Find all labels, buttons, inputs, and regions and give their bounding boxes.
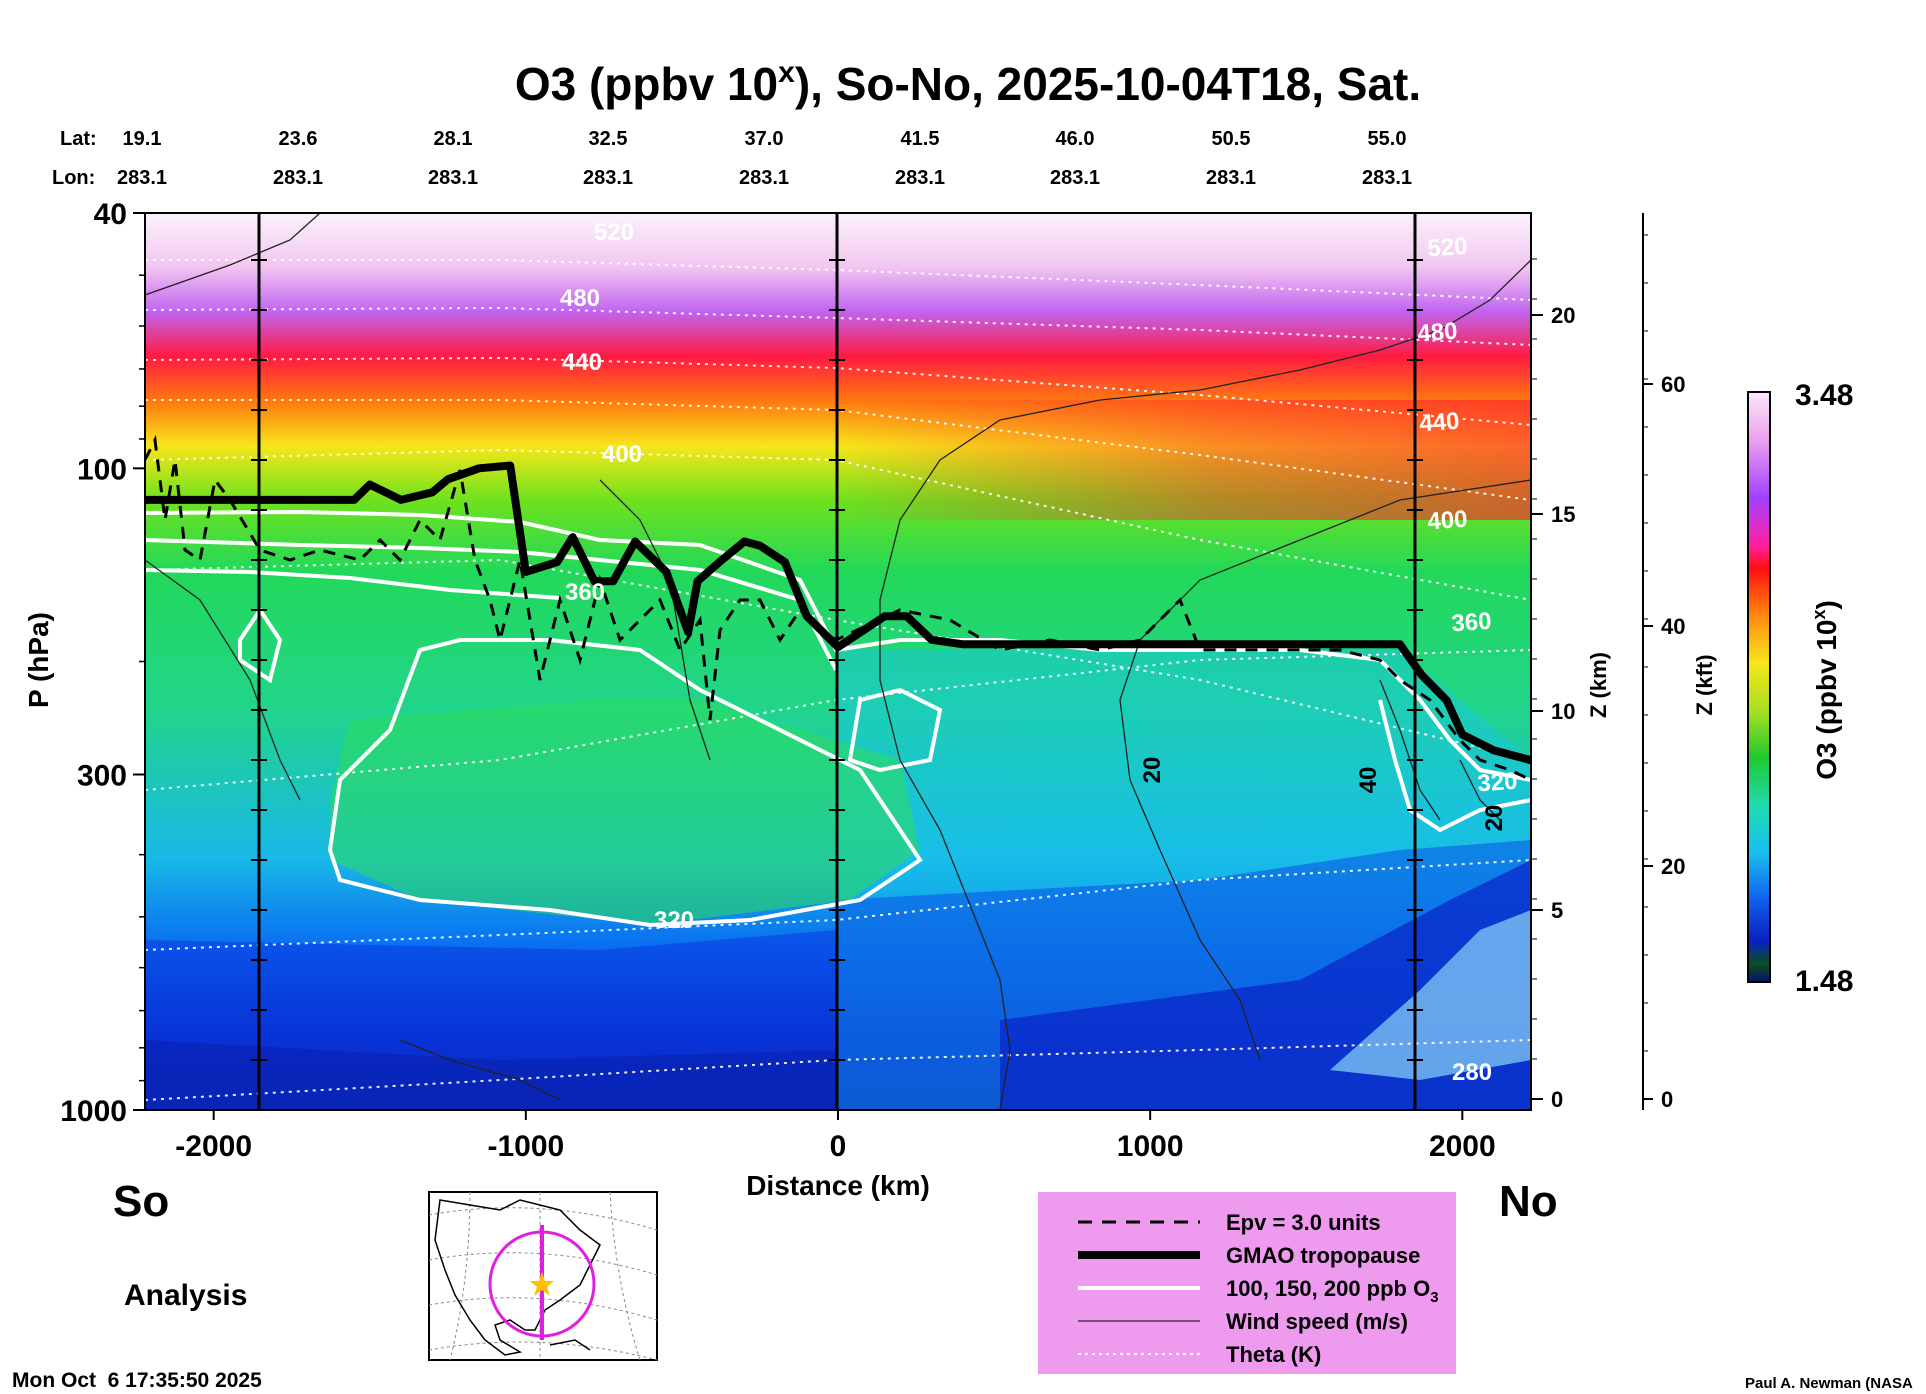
lat-value: 50.5 — [1212, 128, 1251, 150]
colorbar-max: 3.48 — [1795, 379, 1853, 412]
z-km-tick-label: 10 — [1551, 699, 1575, 724]
z-kft-tick-label: 20 — [1661, 854, 1685, 879]
inset-map — [428, 1191, 658, 1361]
x-tick-label: -2000 — [175, 1130, 252, 1163]
theta-label: 440 — [562, 349, 602, 376]
legend-item-wind: Wind speed (m/s) — [1226, 1309, 1408, 1334]
south-label: So — [113, 1177, 169, 1226]
lat-value: 23.6 — [279, 128, 318, 150]
lat-value: 41.5 — [901, 128, 940, 150]
theta-label: 400 — [602, 441, 642, 468]
lat-value: 55.0 — [1368, 128, 1407, 150]
lat-value: 28.1 — [434, 128, 473, 150]
lon-value: 283.1 — [583, 167, 633, 189]
footer-timestamp: Mon Oct 6 17:35:50 2025 — [12, 1369, 262, 1392]
theta-label: 320 — [654, 907, 694, 934]
north-label: No — [1499, 1177, 1558, 1226]
chart-title: O3 (ppbv 10x), So-No, 2025-10-04T18, Sat… — [515, 56, 1421, 110]
legend-item-tropopause: GMAO tropopause — [1226, 1243, 1420, 1268]
lon-value: 283.1 — [117, 167, 167, 189]
x-tick-label: 0 — [830, 1130, 847, 1163]
lon-value: 283.1 — [739, 167, 789, 189]
ozone-field — [145, 213, 1531, 1110]
contour-labels: 520 480 440 400 360 320 280 520 480 440 400 360 320 2… — [560, 219, 1518, 1086]
theta-label: 320 — [1477, 768, 1519, 798]
theta-label: 440 — [1419, 408, 1461, 438]
z-kft-tick-label: 0 — [1661, 1087, 1673, 1112]
lat-value: 19.1 — [123, 128, 162, 150]
y-tick-label: 100 — [77, 453, 127, 486]
x-tick-label: 1000 — [1117, 1130, 1184, 1163]
star-icon — [530, 1272, 554, 1296]
x-axis-title: Distance (km) — [746, 1170, 930, 1201]
z-kft-axis-title: Z (kft) — [1692, 654, 1717, 715]
z-kft-tick-label: 60 — [1661, 372, 1685, 397]
x-tick-label: -1000 — [487, 1130, 564, 1163]
theta-label: 520 — [594, 219, 634, 246]
z-km-tick-label: 0 — [1551, 1087, 1563, 1112]
theta-label: 280 — [1452, 1059, 1492, 1086]
lat-value: 37.0 — [745, 128, 784, 150]
y-tick-label: 40 — [94, 198, 127, 231]
lat-header-label: Lat: — [60, 128, 97, 150]
y-axis-title: P (hPa) — [23, 612, 54, 708]
y-tick-label: 1000 — [60, 1095, 127, 1128]
colorbar — [1747, 391, 1771, 983]
footer-credit: Paul A. Newman (NASA — [1745, 1375, 1913, 1392]
lon-value: 283.1 — [273, 167, 323, 189]
lon-value: 283.1 — [1206, 167, 1256, 189]
legend-item-epv: Epv = 3.0 units — [1226, 1210, 1381, 1235]
lat-value: 32.5 — [589, 128, 628, 150]
wind-label: 20 — [1481, 805, 1508, 832]
z-km-tick-label: 15 — [1551, 502, 1575, 527]
colorbar-min: 1.48 — [1795, 965, 1853, 998]
lat-value: 46.0 — [1056, 128, 1095, 150]
section-line-ticks — [251, 259, 1423, 1061]
north-america-outline — [434, 1199, 601, 1356]
analysis-label: Analysis — [124, 1279, 247, 1312]
theta-label: 520 — [1427, 233, 1469, 263]
lon-value: 283.1 — [895, 167, 945, 189]
y-tick-label: 300 — [77, 759, 127, 792]
z-km-tick-label: 20 — [1551, 303, 1575, 328]
colorbar-label: O3 (ppbv 10x) — [1809, 600, 1842, 780]
theta-label: 480 — [1417, 318, 1459, 348]
z-kft-tick-label: 40 — [1661, 614, 1685, 639]
z-km-tick-label: 5 — [1551, 898, 1563, 923]
z-km-axis-title: Z (km) — [1586, 652, 1611, 718]
theta-label: 360 — [1451, 608, 1493, 638]
theta-label: 360 — [565, 579, 605, 606]
lon-value: 283.1 — [428, 167, 478, 189]
legend-item-theta: Theta (K) — [1226, 1342, 1321, 1367]
legend: Epv = 3.0 units GMAO tropopause 100, 150… — [1038, 1192, 1456, 1374]
lat-lon-header: Lat: Lon: 19.1 23.6 28.1 32.5 37.0 41.5 46.0 50.5… — [52, 128, 1412, 189]
lon-value: 283.1 — [1362, 167, 1412, 189]
lon-header-label: Lon: — [52, 167, 95, 189]
theta-label: 480 — [560, 285, 600, 312]
wind-label: 20 — [1139, 757, 1166, 784]
tropopause-line — [145, 461, 1531, 765]
wind-label: 40 — [1355, 767, 1382, 794]
legend-item-o3: 100, 150, 200 ppb O3 — [1226, 1276, 1439, 1306]
x-tick-label: 2000 — [1429, 1130, 1496, 1163]
lon-value: 283.1 — [1050, 167, 1100, 189]
theta-label: 400 — [1427, 506, 1469, 536]
